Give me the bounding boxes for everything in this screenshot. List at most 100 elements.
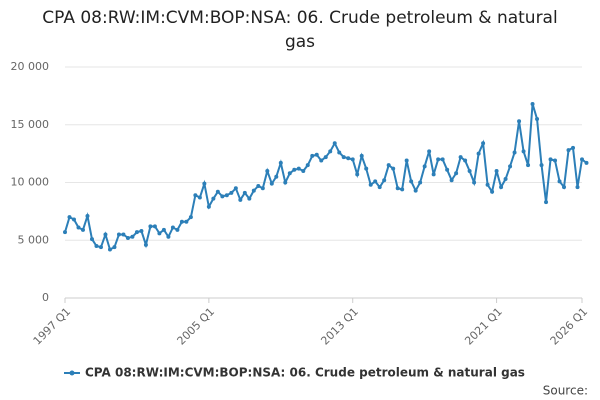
- point: [152, 224, 157, 229]
- point: [202, 181, 207, 186]
- point: [557, 179, 562, 184]
- point: [170, 225, 175, 230]
- point: [481, 141, 486, 146]
- point: [80, 227, 85, 232]
- point: [197, 195, 202, 200]
- point: [323, 155, 328, 160]
- point: [526, 163, 531, 168]
- point: [242, 190, 247, 195]
- point: [287, 171, 292, 176]
- point: [584, 160, 589, 165]
- point: [278, 160, 283, 165]
- point: [121, 232, 126, 237]
- point: [211, 196, 216, 201]
- point: [485, 182, 490, 187]
- y-tick-label: 20 000: [11, 60, 50, 73]
- x-tick-label: 2026 Q1: [548, 305, 591, 348]
- point: [107, 247, 112, 252]
- point: [166, 234, 171, 239]
- point: [431, 172, 436, 177]
- point: [125, 235, 130, 240]
- point: [400, 187, 405, 192]
- point: [215, 189, 220, 194]
- point: [193, 193, 198, 198]
- point: [445, 167, 450, 172]
- series-line: [64, 103, 588, 251]
- point: [355, 172, 360, 177]
- point: [206, 204, 211, 209]
- point: [85, 213, 90, 218]
- point: [71, 217, 76, 222]
- point: [386, 163, 391, 168]
- point: [517, 119, 522, 124]
- point: [148, 224, 153, 229]
- point: [440, 157, 445, 162]
- point: [508, 164, 513, 169]
- point: [139, 229, 144, 234]
- point: [359, 153, 364, 158]
- x-tick-label: 2005 Q1: [175, 305, 218, 348]
- point: [539, 163, 544, 168]
- legend-label: CPA 08:RW:IM:CVM:BOP:NSA: 06. Crude petr…: [85, 366, 525, 380]
- point: [63, 230, 67, 235]
- point: [274, 174, 279, 179]
- point: [143, 242, 148, 247]
- point: [530, 101, 535, 106]
- point: [89, 237, 94, 242]
- point: [328, 149, 333, 154]
- point: [283, 180, 288, 185]
- point: [305, 163, 310, 168]
- point: [467, 168, 472, 173]
- point: [292, 167, 297, 172]
- point: [337, 150, 342, 155]
- point: [350, 157, 355, 162]
- point: [233, 186, 238, 191]
- x-tick-label: 1997 Q1: [31, 305, 74, 348]
- point: [494, 168, 499, 173]
- point: [382, 178, 387, 183]
- y-tick-label: 15 000: [11, 118, 50, 131]
- point: [260, 186, 265, 191]
- point: [98, 245, 103, 250]
- point: [409, 179, 414, 184]
- point: [179, 219, 184, 224]
- point: [265, 168, 270, 173]
- point: [112, 245, 117, 250]
- point: [463, 158, 468, 163]
- point: [566, 148, 571, 153]
- point: [346, 156, 351, 161]
- point: [521, 149, 526, 154]
- point: [580, 157, 584, 162]
- point: [314, 152, 319, 157]
- y-tick-label: 10 000: [11, 176, 50, 189]
- point: [499, 185, 504, 190]
- x-tick-label: 2013 Q1: [318, 305, 361, 348]
- point: [413, 188, 418, 193]
- point: [454, 171, 459, 176]
- point: [490, 189, 495, 194]
- point: [94, 244, 99, 249]
- point: [130, 234, 135, 239]
- point: [341, 155, 346, 160]
- point: [157, 231, 162, 236]
- point: [562, 185, 567, 190]
- point: [368, 182, 373, 187]
- point: [103, 232, 108, 237]
- point: [184, 219, 189, 224]
- point: [553, 158, 558, 163]
- y-tick-label: 5 000: [18, 233, 50, 246]
- point: [503, 177, 508, 182]
- point: [319, 158, 324, 163]
- point: [535, 116, 540, 121]
- point: [301, 168, 306, 173]
- point: [449, 178, 454, 183]
- y-tick-label: 0: [42, 291, 49, 304]
- point: [220, 194, 225, 199]
- point: [472, 180, 477, 185]
- point: [332, 141, 337, 146]
- point: [436, 157, 441, 162]
- point: [422, 164, 427, 169]
- point: [391, 166, 396, 171]
